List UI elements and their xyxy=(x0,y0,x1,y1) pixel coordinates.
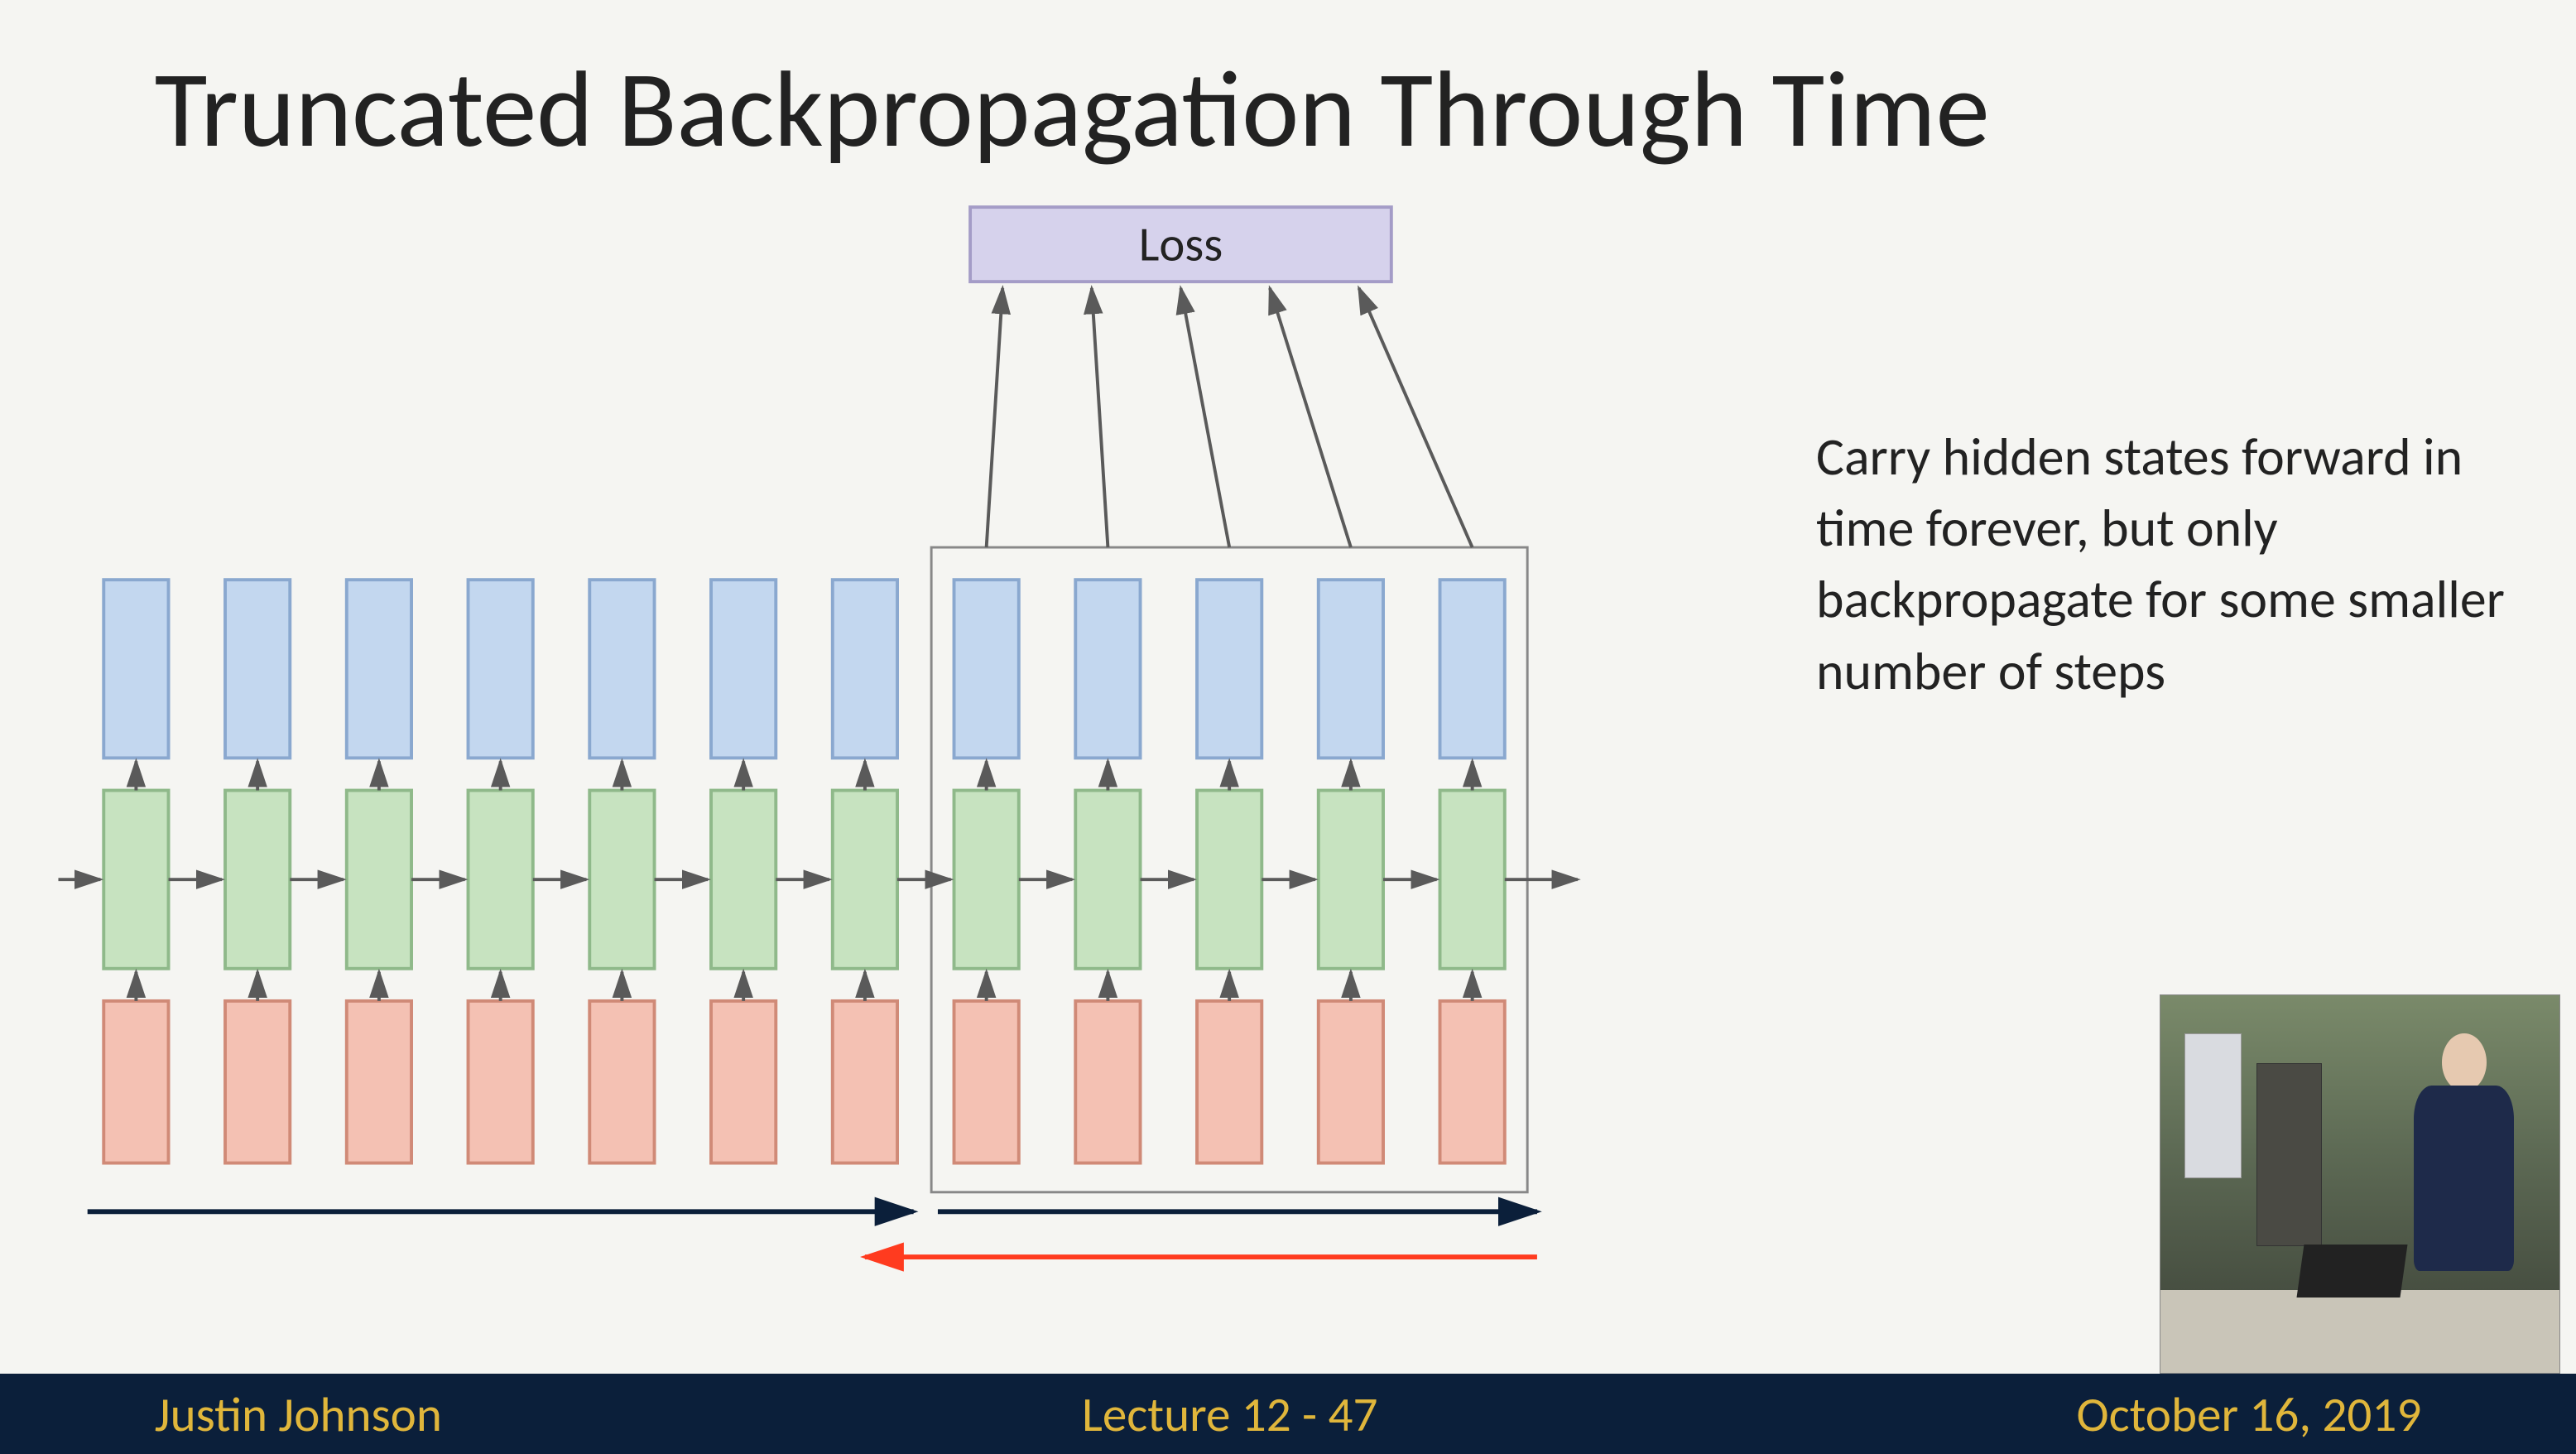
hidden-cell xyxy=(832,790,896,968)
output-cell xyxy=(1075,580,1140,758)
output-cell xyxy=(589,580,654,758)
input-cell xyxy=(832,1001,896,1163)
hidden-cell xyxy=(1075,790,1140,968)
footer-date: October 16, 2019 xyxy=(2076,1384,2421,1444)
output-to-loss-arrow xyxy=(1358,288,1472,547)
camera-laptop-decoration xyxy=(2296,1245,2407,1298)
output-cell xyxy=(1318,580,1382,758)
output-cell xyxy=(468,580,532,758)
output-cell xyxy=(1197,580,1262,758)
input-cell xyxy=(711,1001,776,1163)
camera-desk-decoration xyxy=(2160,1290,2559,1373)
slide-title: Truncated Backpropagation Through Time xyxy=(155,44,1990,176)
input-cell xyxy=(1439,1001,1504,1163)
hidden-cell xyxy=(711,790,776,968)
output-cell xyxy=(1439,580,1504,758)
camera-panel-decoration xyxy=(2256,1063,2322,1246)
input-cell xyxy=(589,1001,654,1163)
output-cell xyxy=(225,580,290,758)
input-cell xyxy=(225,1001,290,1163)
diagram-svg: Loss xyxy=(39,175,1739,1309)
hidden-cell xyxy=(1318,790,1382,968)
camera-speaker xyxy=(2408,1033,2520,1298)
output-cell xyxy=(103,580,168,758)
footer-bar: Justin Johnson Lecture 12 - 47 October 1… xyxy=(0,1374,2576,1454)
rnn-diagram: Loss xyxy=(39,175,1739,1309)
hidden-cell xyxy=(1197,790,1262,968)
footer-lecture: Lecture 12 - 47 xyxy=(1082,1384,1377,1444)
camera-speaker-body xyxy=(2414,1086,2515,1271)
input-cell xyxy=(1318,1001,1382,1163)
input-cell xyxy=(1197,1001,1262,1163)
hidden-cell xyxy=(954,790,1018,968)
output-to-loss-arrow xyxy=(1180,288,1229,547)
output-to-loss-arrow xyxy=(986,288,1002,547)
hidden-cell xyxy=(468,790,532,968)
input-cell xyxy=(346,1001,411,1163)
output-to-loss-arrow xyxy=(1270,288,1351,547)
output-cell xyxy=(832,580,896,758)
input-cell xyxy=(1075,1001,1140,1163)
output-cell xyxy=(711,580,776,758)
slide-description: Carry hidden states forward in time fore… xyxy=(1816,421,2511,707)
camera-speaker-head xyxy=(2442,1033,2487,1091)
output-cell xyxy=(346,580,411,758)
hidden-cell xyxy=(346,790,411,968)
hidden-cell xyxy=(589,790,654,968)
input-cell xyxy=(954,1001,1018,1163)
input-cell xyxy=(468,1001,532,1163)
input-cell xyxy=(103,1001,168,1163)
output-to-loss-arrow xyxy=(1092,288,1108,547)
camera-wall-decoration xyxy=(2184,1033,2242,1178)
speaker-camera-thumbnail xyxy=(2160,994,2560,1375)
loss-label: Loss xyxy=(1138,214,1223,273)
hidden-cell xyxy=(1439,790,1504,968)
hidden-cell xyxy=(225,790,290,968)
output-cell xyxy=(954,580,1018,758)
slide: Truncated Backpropagation Through Time C… xyxy=(0,0,2576,1454)
footer-author: Justin Johnson xyxy=(155,1384,442,1444)
hidden-cell xyxy=(103,790,168,968)
